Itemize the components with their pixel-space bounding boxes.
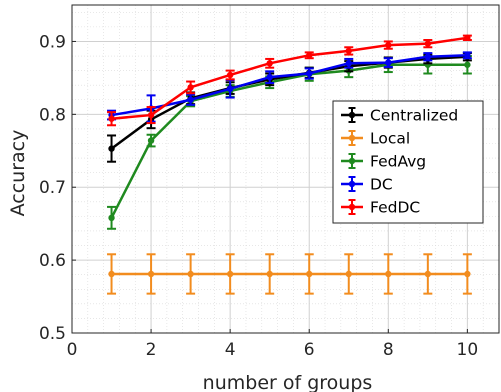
data-point-dc (226, 85, 234, 93)
x-tick-label: 0 (67, 340, 78, 360)
legend-label-dc: DC (370, 176, 393, 194)
data-point-local (464, 270, 471, 278)
data-point-feddc (424, 40, 432, 47)
legend-label-fedavg: FedAvg (370, 153, 426, 171)
data-point-feddc (266, 60, 273, 67)
legend-label-feddc: FedDC (370, 199, 420, 217)
legend: Centralized Local FedAvg DC FedDC (332, 100, 484, 224)
data-point-dc (345, 60, 352, 67)
data-point-feddc (464, 34, 471, 41)
data-point-local (385, 270, 392, 278)
x-tick-label: 2 (146, 340, 157, 360)
data-point-dc (464, 52, 471, 59)
legend-marker-feddc (348, 203, 356, 211)
data-point-feddc (187, 84, 194, 91)
minor-grid (72, 5, 499, 333)
legend-entry-feddc: FedDC (341, 199, 420, 217)
data-point-centralized (108, 145, 115, 152)
x-axis-label: number of groups (203, 372, 373, 392)
data-point-feddc (345, 47, 352, 55)
data-point-dc (187, 96, 194, 103)
y-tick-label: 0.6 (39, 251, 66, 271)
data-point-local (147, 270, 155, 278)
data-point-local (108, 270, 115, 278)
data-point-fedavg (147, 137, 155, 144)
series-layer (107, 34, 472, 295)
legend-label-centralized: Centralized (370, 107, 458, 125)
data-point-local (266, 270, 273, 278)
legend-entry-local: Local (341, 130, 410, 148)
data-point-dc (306, 70, 313, 77)
series-feddc (107, 34, 472, 127)
y-tick-label: 0.5 (39, 324, 66, 344)
data-point-feddc (306, 52, 313, 59)
legend-marker-local (348, 134, 356, 142)
data-point-feddc (226, 71, 234, 79)
legend-marker-centralized (348, 111, 356, 119)
data-point-local (424, 270, 432, 278)
legend-entry-centralized: Centralized (341, 107, 458, 125)
x-tick-label: 8 (383, 340, 394, 360)
series-line-feddc (111, 36, 468, 120)
series-line-dc (111, 54, 468, 117)
y-tick-label: 0.8 (39, 105, 66, 125)
data-point-feddc (108, 115, 115, 122)
data-point-dc (424, 53, 432, 60)
data-point-local (187, 270, 194, 278)
legend-entry-fedavg: FedAvg (341, 153, 426, 171)
ticks-layer: 0 2 4 6 8 10 0.5 0.6 0.7 0.8 0.9 (39, 32, 478, 360)
legend-marker-fedavg (348, 157, 356, 165)
data-point-fedavg (464, 61, 471, 68)
data-point-dc (385, 59, 392, 66)
legend-label-local: Local (370, 130, 410, 148)
legend-marker-dc (348, 180, 356, 188)
data-point-feddc (147, 111, 155, 119)
data-point-fedavg (108, 214, 115, 222)
data-point-local (306, 270, 313, 278)
x-tick-label: 10 (457, 340, 479, 360)
plot-frame (71, 4, 500, 334)
data-point-feddc (385, 41, 392, 49)
data-point-local (345, 270, 352, 278)
legend-entry-dc: DC (341, 176, 393, 194)
x-tick-label: 4 (225, 340, 236, 360)
y-tick-label: 0.9 (39, 32, 66, 52)
series-local (107, 253, 472, 295)
data-point-dc (266, 73, 273, 81)
series-line-fedavg (110, 63, 468, 219)
data-point-local (226, 270, 234, 278)
y-tick-label: 0.7 (39, 178, 66, 198)
x-tick-label: 6 (304, 340, 315, 360)
axes-layer (71, 4, 500, 334)
y-axis-label: Accuracy (7, 130, 29, 217)
